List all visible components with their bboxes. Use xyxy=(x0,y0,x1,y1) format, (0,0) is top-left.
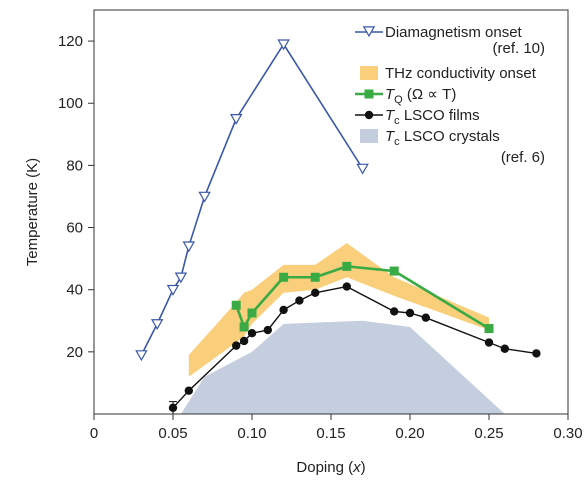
diamagnetism-point xyxy=(277,39,290,51)
tq-point xyxy=(484,324,494,334)
diamagnetism-point xyxy=(356,163,369,175)
x-tick-label: 0.30 xyxy=(553,425,582,442)
legend-diamagnetism-marker xyxy=(362,26,376,38)
x-tick-label: 0 xyxy=(90,425,98,442)
tq-point xyxy=(279,272,289,282)
tc-films-line xyxy=(172,285,537,409)
legend-diamagnetism-label: Diamagnetism onset xyxy=(385,24,523,41)
x-tick-label: 0.15 xyxy=(316,425,345,442)
tq-point xyxy=(239,322,249,332)
tc-films-point xyxy=(342,282,351,291)
legend-tq-label: TQ (Ω ∝ T) xyxy=(385,86,456,106)
tc-films-point xyxy=(405,308,415,318)
y-tick-label: 100 xyxy=(58,95,83,112)
diamagnetism-point xyxy=(150,319,164,331)
tc-films-point xyxy=(263,325,272,335)
legend-diamagnetism-ref: (ref. 10) xyxy=(492,40,545,57)
tc-films-point xyxy=(311,288,320,297)
y-tick-label: 40 xyxy=(66,282,83,299)
diamagnetism-point xyxy=(182,241,196,253)
tq-point xyxy=(310,272,320,282)
tc-films-point xyxy=(232,341,241,350)
tq-point xyxy=(389,266,399,276)
plot-markers xyxy=(135,39,541,412)
legend-thz-label: THz conductivity onset xyxy=(385,65,537,82)
diamagnetism-point xyxy=(198,191,211,203)
x-tick-label: 0.20 xyxy=(395,425,424,442)
tc-crystals-area xyxy=(180,320,505,414)
tc-films-point xyxy=(184,386,193,395)
tc-films-point xyxy=(168,403,178,412)
x-axis-label: Doping (x) xyxy=(296,459,365,476)
legend-tc-films-marker xyxy=(364,110,374,120)
axes: 0 0.05 0.10 0.15 0.20 0.25 0.30 20 40 60 80 100 120 xyxy=(58,33,583,442)
y-tick-label: 60 xyxy=(66,220,83,237)
tc-films-point xyxy=(279,305,288,315)
tc-films-point xyxy=(239,336,249,346)
x-tick-label: 0.10 xyxy=(237,425,266,442)
y-tick-label: 80 xyxy=(66,157,83,174)
tc-films-point xyxy=(484,338,494,347)
legend-tc-films-label: Tc LSCO films xyxy=(385,107,480,127)
tq-point xyxy=(342,261,352,271)
tc-films-point xyxy=(500,344,509,353)
diamagnetism-point xyxy=(174,272,188,284)
x-tick-label: 0.05 xyxy=(158,425,187,442)
x-tick-label: 0.25 xyxy=(474,425,503,442)
diamagnetism-point xyxy=(229,114,243,125)
y-tick-label: 120 xyxy=(58,33,83,50)
legend-tc-crystals-label: Tc LSCO crystals xyxy=(385,128,500,148)
tc-films-point xyxy=(295,296,304,305)
legend-tq-marker xyxy=(364,89,374,99)
legend-thz-swatch xyxy=(360,66,378,80)
tc-films-point xyxy=(421,313,430,322)
legend-tc-crystals-ref: (ref. 6) xyxy=(501,149,545,166)
y-axis-label: Temperature (K) xyxy=(24,158,41,266)
diamagnetism-point xyxy=(135,350,148,362)
tc-films-point xyxy=(247,329,257,338)
legend-tc-crystals-swatch xyxy=(360,129,378,143)
tq-point xyxy=(247,308,257,318)
y-tick-label: 20 xyxy=(66,344,83,361)
legend: Diamagnetism onset(ref. 10) THz conductiv… xyxy=(355,24,545,166)
diamagnetism-point xyxy=(166,284,180,296)
tc-films-point xyxy=(390,307,399,316)
tc-films-point xyxy=(532,349,541,358)
tq-point xyxy=(231,300,241,310)
